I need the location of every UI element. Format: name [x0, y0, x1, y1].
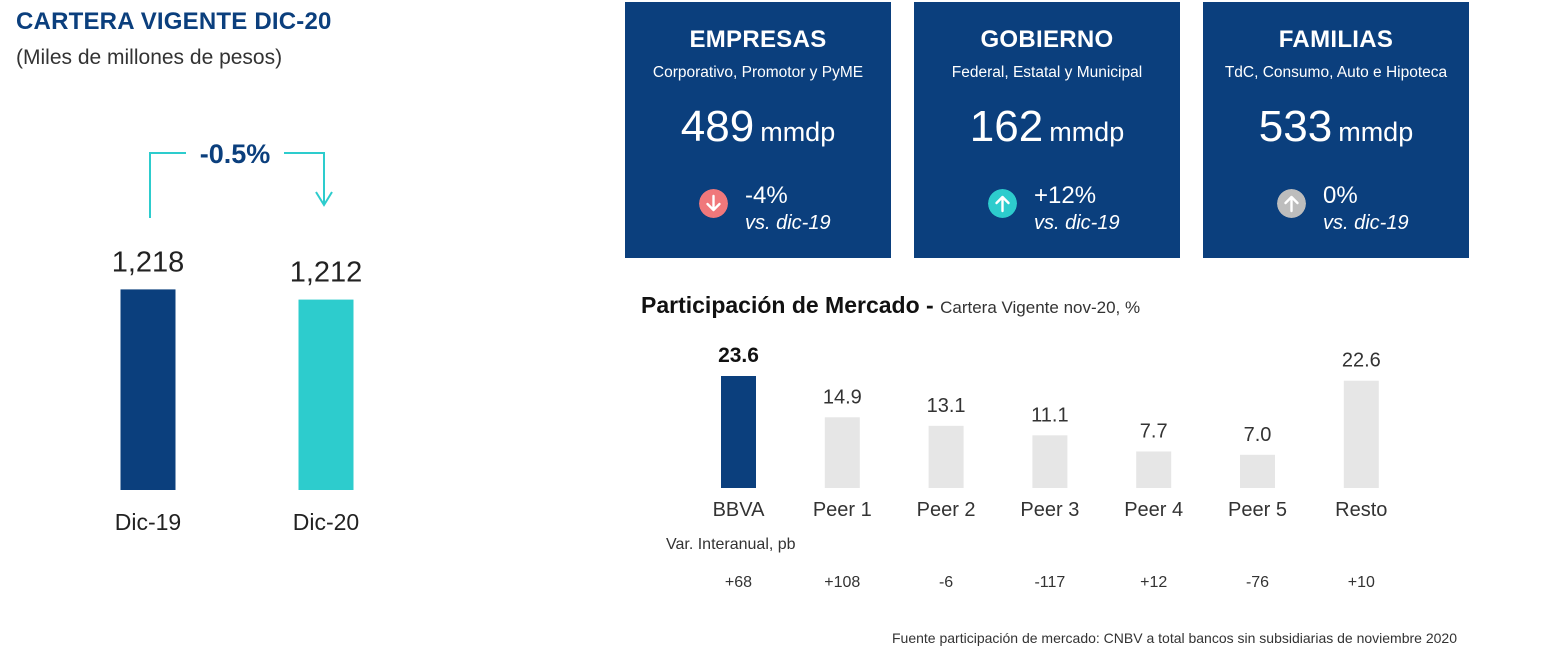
card-title: EMPRESAS: [689, 26, 827, 53]
change-label: -0.5%: [200, 139, 271, 169]
market-share-bar: [928, 425, 964, 488]
market-share-value-label: 14.9: [823, 386, 862, 408]
portfolio-category-label: Dic-19: [115, 509, 181, 535]
card-subtitle: Federal, Estatal y Municipal: [951, 64, 1143, 81]
portfolio-title: CARTERA VIGENTE DIC-20: [16, 8, 332, 35]
card-comparison-period: dic-19: [1348, 212, 1409, 234]
card-comparison-period: dic-19: [770, 212, 831, 234]
card-value-unit: mmdp: [1049, 117, 1125, 147]
card-comparison: vs. dic-19: [745, 212, 831, 235]
card-value-number: 533: [1258, 102, 1333, 151]
yoy-variation-value: +68: [725, 574, 752, 591]
market-share-bar: [1032, 435, 1068, 488]
card-comparison-vs: vs.: [745, 212, 771, 234]
card-value: 489 mmdp: [625, 102, 891, 152]
card-comparison-vs: vs.: [1034, 212, 1060, 234]
yoy-variation-value: -117: [1034, 574, 1065, 591]
card-value: 533 mmdp: [1203, 102, 1469, 152]
card-subtitle: TdC, Consumo, Auto e Hipoteca: [1224, 64, 1448, 81]
yoy-variation-value: -6: [939, 574, 953, 591]
market-share-bar: [824, 417, 860, 488]
card-value-unit: mmdp: [1338, 117, 1414, 147]
market-share-value-label: 7.7: [1140, 420, 1168, 442]
card-value-unit: mmdp: [760, 117, 836, 147]
market-share-category-label: Peer 4: [1124, 499, 1183, 521]
card-gobierno: GOBIERNO Federal, Estatal y Municipal 16…: [914, 2, 1180, 258]
source-footnote: Fuente participación de mercado: CNBV a …: [892, 630, 1457, 646]
market-share-bar: [721, 376, 756, 488]
portfolio-value-label: 1,212: [290, 257, 363, 289]
card-comparison: vs. dic-19: [1034, 212, 1120, 235]
market-share-subtitle: Cartera Vigente nov-20, %: [940, 298, 1141, 317]
market-share-value-label: 11.1: [1031, 404, 1068, 426]
portfolio-subtitle: (Miles de millones de pesos): [16, 46, 283, 69]
market-share-value-label: 7.0: [1244, 424, 1272, 446]
market-share-bar: [1136, 451, 1172, 488]
arrow-up-icon: [1277, 189, 1306, 218]
yoy-variation-value: +108: [824, 574, 860, 591]
card-value: 162 mmdp: [914, 102, 1180, 152]
portfolio-bar-chart: -0.5% 1,218 Dic-19 1,212 Dic-20: [112, 139, 363, 535]
change-connector-right: [284, 152, 325, 204]
market-share-title: Participación de Mercado - Cartera Vigen…: [641, 292, 1140, 319]
card-subtitle: Corporativo, Promotor y PyME: [652, 64, 864, 81]
market-share-category-label: Peer 2: [917, 499, 976, 521]
market-share-category-label: Resto: [1335, 499, 1387, 521]
card-change: 0%: [1323, 182, 1358, 209]
market-share-category-label: BBVA: [713, 499, 766, 521]
card-value-number: 489: [680, 102, 755, 151]
market-share-category-label: Peer 3: [1020, 499, 1079, 521]
yoy-variation-value: +12: [1140, 574, 1167, 591]
card-title: GOBIERNO: [980, 26, 1114, 53]
card-comparison-vs: vs.: [1323, 212, 1349, 234]
card-change: +12%: [1034, 182, 1097, 209]
market-share-separator: -: [919, 292, 941, 318]
card-title: FAMILIAS: [1278, 26, 1394, 53]
market-share-category-label: Peer 5: [1228, 499, 1287, 521]
card-familias: FAMILIAS TdC, Consumo, Auto e Hipoteca 5…: [1203, 2, 1469, 258]
market-share-bar: [1343, 380, 1379, 488]
portfolio-value-label: 1,218: [112, 246, 185, 278]
change-arrowhead: [315, 191, 333, 207]
yoy-variation-label: Var. Interanual, pb: [666, 536, 796, 553]
portfolio-bar: [120, 289, 176, 490]
portfolio-bar: [298, 299, 354, 490]
arrow-down-icon: [699, 189, 728, 218]
card-empresas: EMPRESAS Corporativo, Promotor y PyME 48…: [625, 2, 891, 258]
market-share-category-label: Peer 1: [813, 499, 872, 521]
market-share-value-label: 22.6: [1342, 350, 1381, 372]
market-share-bar: [1240, 454, 1275, 488]
yoy-variation-value: -76: [1246, 574, 1269, 591]
arrow-up-icon: [988, 189, 1017, 218]
change-connector-left: [149, 152, 186, 218]
market-share-value-label: 23.6: [718, 344, 759, 367]
market-share-title-text: Participación de Mercado: [641, 292, 920, 318]
card-comparison-period: dic-19: [1059, 212, 1120, 234]
market-share-value-label: 13.1: [927, 395, 966, 417]
yoy-variation-value: +10: [1348, 574, 1375, 591]
card-change: -4%: [745, 182, 788, 209]
card-value-number: 162: [969, 102, 1044, 151]
market-share-bar-chart: 23.6 BBVA +68 14.9 Peer 1 +108 13.1 Peer 2 -6 11.…: [713, 344, 1388, 591]
portfolio-category-label: Dic-20: [293, 509, 359, 535]
card-comparison: vs. dic-19: [1323, 212, 1409, 235]
